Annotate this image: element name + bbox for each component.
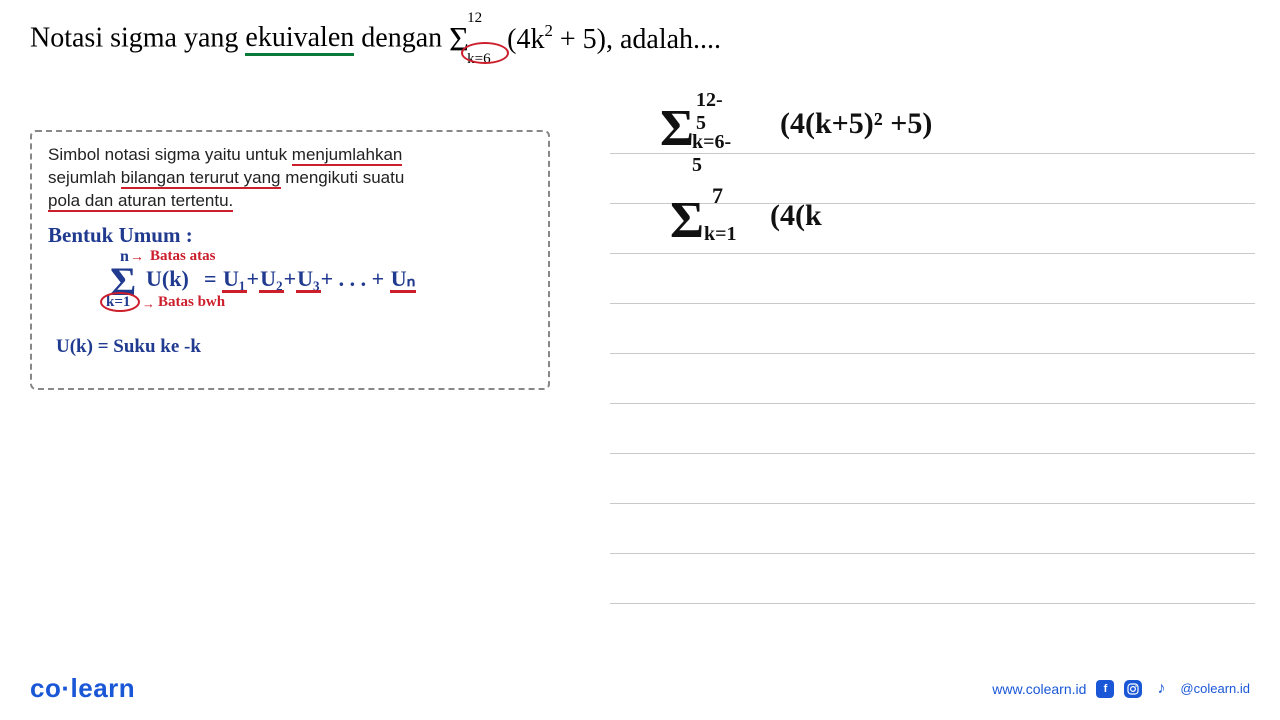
oval-annotation — [461, 42, 509, 64]
footer-url: www.colearn.id — [992, 681, 1086, 697]
rule-line — [610, 403, 1255, 404]
rule-line — [610, 603, 1255, 604]
tiktok-icon: ♪ — [1152, 680, 1170, 698]
question-lead: Notasi sigma yang — [30, 22, 245, 53]
question-dengan: dengan — [354, 22, 449, 53]
sigma-icon: Σ — [660, 100, 694, 157]
work-sigma-2: Σ 7 k=1 — [670, 191, 704, 250]
work1-top: 12-5 — [696, 89, 723, 135]
rule-line — [610, 453, 1255, 454]
work2-bottom: k=1 — [704, 223, 737, 246]
rule-line — [610, 203, 1255, 204]
limit-k1: k=1 — [106, 294, 130, 311]
rule-line — [610, 503, 1255, 504]
footer: co·learn www.colearn.id f ♪ @colearn.id — [30, 673, 1250, 704]
term-u3: U₃ — [296, 266, 320, 292]
plus2: + — [284, 266, 297, 291]
work-sigma-1: Σ 12-5 k=6-5 — [660, 99, 694, 158]
rule-line — [610, 253, 1255, 254]
bentuk-umum-label: Bentuk Umum : — [48, 223, 532, 248]
footer-handle: @colearn.id — [1180, 681, 1250, 696]
batas-atas-label: Batas atas — [150, 248, 215, 265]
expr-open: (4k — [507, 24, 544, 55]
eq-sign: = — [204, 266, 222, 291]
definition-text: Simbol notasi sigma yaitu untuk menjumla… — [48, 144, 532, 213]
batas-bwh-label: Batas bwh — [158, 294, 225, 311]
whiteboard-page: Notasi sigma yang ekuivalen dengan Σ 12 … — [0, 0, 1280, 720]
instagram-icon — [1124, 680, 1142, 698]
def-menjumlahkan: menjumlahkan — [292, 145, 403, 166]
footer-right: www.colearn.id f ♪ @colearn.id — [992, 680, 1250, 698]
brand-co: co — [30, 673, 61, 703]
rule-line — [610, 353, 1255, 354]
def-p3: mengikuti suatu — [281, 168, 405, 187]
general-form-formula: n → Batas atas Σ k=1 → Batas bwh U(k) = … — [88, 252, 532, 332]
arrow-bottom-icon: → — [142, 296, 155, 312]
work1-expr: (4(k+5)² +5) — [780, 107, 932, 141]
sigma-icon: Σ — [670, 192, 704, 249]
oval-k1 — [100, 292, 140, 312]
def-pola: pola dan aturan tertentu. — [48, 191, 233, 212]
plus3: + — [321, 266, 334, 291]
sigma-upper: 12 — [467, 10, 482, 27]
term-un: Uₙ — [390, 266, 417, 292]
term-u2: U₂ — [259, 266, 283, 292]
plus4: + — [372, 266, 390, 291]
def-p1: Simbol notasi sigma yaitu untuk — [48, 145, 292, 164]
rule-line — [610, 553, 1255, 554]
facebook-icon: f — [1096, 680, 1114, 698]
brand-dot: · — [61, 673, 70, 703]
word-ekuivalen: ekuivalen — [245, 24, 354, 56]
plus1: + — [247, 266, 260, 291]
brand-logo: co·learn — [30, 673, 135, 704]
expr-tail: + 5), adalah.... — [553, 24, 721, 55]
work2-expr: (4(k — [770, 199, 822, 233]
ruled-writing-area: Σ 12-5 k=6-5 (4(k+5)² +5) Σ 7 k=1 (4(k — [610, 95, 1255, 625]
work2-top: 7 — [712, 183, 723, 209]
def-bilangan: bilangan terurut yang — [121, 168, 281, 189]
uuk-term: U(k) — [146, 266, 189, 292]
term-u1: U₁ — [222, 266, 246, 292]
sigma-inline: Σ 12 k=6 — [449, 20, 479, 60]
definition-box: Simbol notasi sigma yaitu untuk menjumla… — [30, 130, 550, 390]
question-line: Notasi sigma yang ekuivalen dengan Σ 12 … — [30, 20, 1250, 60]
formula-rhs: = U₁+U₂+U₃+ . . . + Uₙ — [204, 266, 416, 292]
uk-definition: U(k) = Suku ke -k — [56, 336, 532, 358]
dots: . . . — [333, 266, 372, 291]
brand-learn: learn — [71, 673, 136, 703]
work1-bottom: k=6-5 — [692, 131, 731, 177]
expr-exponent: 2 — [544, 21, 552, 40]
def-p2: sejumlah — [48, 168, 121, 187]
rule-line — [610, 303, 1255, 304]
